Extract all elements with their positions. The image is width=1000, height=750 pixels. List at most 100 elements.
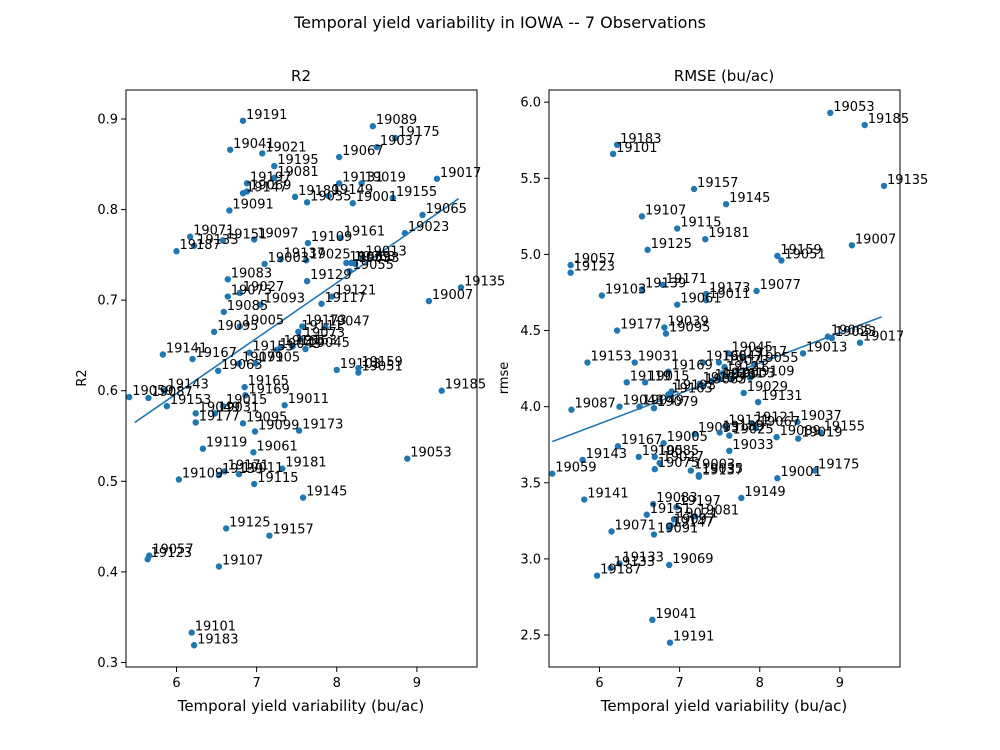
rmse-point: [636, 403, 643, 410]
rmse-point-label: 19117: [746, 345, 787, 360]
r2-point-label: 19095: [246, 410, 287, 425]
r2-point: [222, 525, 230, 532]
r2-point: [351, 260, 359, 268]
r2-point-label: 19055: [353, 258, 394, 273]
r2-point-label: 19117: [325, 291, 366, 306]
rmse-x-tick-label: 9: [836, 676, 844, 691]
rmse-point: [567, 261, 574, 269]
r2-point-label: 19191: [246, 108, 287, 123]
r2-point: [343, 259, 350, 267]
r2-point: [239, 420, 247, 427]
rmse-point: [861, 121, 868, 129]
rmse-point-label: 19045: [732, 340, 773, 355]
r2-point: [303, 277, 311, 285]
r2-point: [291, 193, 299, 201]
rmse-point-label: 19027: [663, 450, 704, 465]
rmse-point: [817, 429, 824, 436]
r2-point-label: 19153: [170, 393, 211, 408]
r2-point: [346, 267, 353, 275]
rmse-point: [616, 403, 623, 410]
rmse-point: [661, 324, 668, 331]
rmse-point-label: 19043: [715, 368, 756, 383]
rmse-point: [641, 379, 649, 386]
r2-x-ticks: 6 7 8 9: [172, 667, 421, 691]
rmse-axes-frame: [548, 89, 901, 668]
rmse-point-label: 19197: [679, 494, 720, 509]
rmse-point-label: 19175: [818, 458, 859, 473]
r2-point: [438, 387, 445, 394]
r2-point-label: 19003: [268, 251, 309, 266]
r2-y-tick-label: 0.7: [97, 294, 118, 309]
rmse-point-label: 19001: [780, 465, 821, 480]
rmse-point: [725, 350, 732, 357]
r2-point: [322, 324, 329, 331]
rmse-point: [650, 531, 658, 538]
rmse-point: [880, 182, 888, 190]
rmse-point: [666, 639, 674, 646]
rmse-point: [856, 339, 864, 346]
r2-point-label: 19057: [152, 543, 193, 558]
r2-point-label: 19089: [376, 113, 417, 128]
r2-point-label: 19095: [217, 319, 258, 334]
r2-point: [219, 237, 227, 244]
rmse-point-label: 19147: [672, 515, 713, 530]
r2-point-label: 19145: [306, 485, 347, 500]
r2-axes-title: R2: [291, 67, 311, 85]
r2-point-label: 19161: [344, 225, 385, 240]
r2-point-label: 19015: [226, 393, 267, 408]
r2-point: [289, 343, 296, 350]
rmse-point: [691, 430, 699, 438]
rmse-point: [623, 379, 630, 386]
r2-point-label: 19025: [309, 247, 350, 262]
r2-point: [277, 256, 284, 263]
rmse-point: [695, 471, 703, 479]
r2-point: [144, 556, 151, 563]
rmse-point-label: 19061: [680, 292, 721, 307]
rmse-point: [609, 150, 617, 158]
r2-point: [259, 150, 266, 157]
r2-point: [173, 248, 180, 255]
r2-point: [325, 192, 332, 200]
rmse-point: [740, 389, 747, 397]
rmse-point-label: 19097: [674, 512, 715, 527]
r2-point-label: 19051: [361, 360, 402, 375]
rmse-point-label: 19153: [590, 350, 631, 365]
rmse-point-label: 19053: [833, 100, 874, 115]
r2-point-label: 19005: [243, 313, 284, 328]
r2-point: [302, 345, 309, 353]
r2-point-label: 19069: [250, 178, 291, 193]
rmse-y-tick-label: 6.0: [520, 96, 541, 111]
r2-point: [303, 257, 310, 264]
r2-point: [243, 180, 251, 187]
r2-point-label: 19001: [356, 190, 397, 205]
r2-point-label: 19135: [464, 274, 505, 289]
r2-point-label: 19137: [284, 246, 325, 261]
rmse-point: [593, 572, 601, 579]
r2-point-label: 19087: [151, 385, 192, 400]
rmse-x-axis-label: Temporal yield variability (bu/ac): [600, 697, 848, 715]
rmse-point-label: 19177: [620, 318, 661, 333]
r2-point: [389, 194, 397, 201]
rmse-point: [638, 286, 646, 293]
r2-point-label: 19183: [197, 632, 238, 647]
rmse-point: [613, 141, 621, 149]
r2-point-label: 19097: [257, 226, 298, 241]
r2-point: [349, 200, 356, 207]
rmse-point: [666, 525, 673, 532]
rmse-point-label: 19133: [623, 550, 664, 565]
rmse-point-label: 19055: [757, 351, 798, 366]
r2-point: [251, 480, 258, 488]
rmse-point: [567, 269, 574, 276]
r2-point-label: 19119: [206, 436, 247, 451]
rmse-point: [753, 287, 760, 295]
rmse-point: [549, 470, 556, 477]
r2-point: [186, 233, 194, 240]
r2-point: [252, 360, 260, 367]
rmse-point: [631, 359, 638, 366]
r2-point: [257, 301, 264, 308]
r2-point-label: 19013: [365, 245, 406, 260]
r2-point: [236, 289, 243, 297]
r2-point: [261, 260, 268, 268]
r2-point: [241, 383, 248, 391]
rmse-point-label: 19063: [705, 372, 746, 387]
